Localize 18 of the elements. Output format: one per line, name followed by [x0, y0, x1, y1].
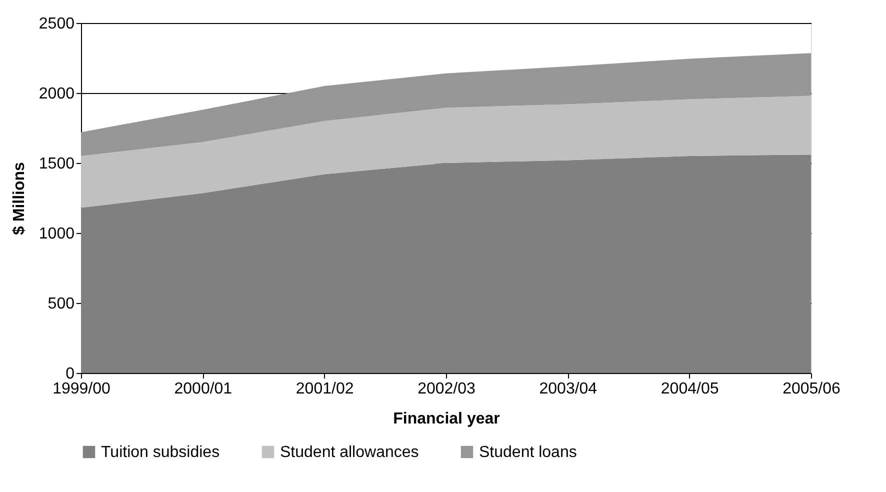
x-tick-label: 1999/00 — [52, 380, 111, 398]
x-axis-title: Financial year — [393, 410, 500, 428]
y-tick-label: 2000 — [38, 86, 75, 102]
legend-label: Tuition subsidies — [101, 444, 220, 461]
x-tick-label: 2001/02 — [296, 380, 354, 398]
legend-label: Student loans — [479, 444, 577, 461]
y-axis-title: $ Millions — [10, 162, 28, 235]
x-tick-label: 2003/04 — [539, 380, 598, 398]
y-tick-label: 1000 — [38, 226, 75, 242]
y-tick-label: 2500 — [38, 16, 75, 32]
y-tick-label: 0 — [66, 366, 75, 382]
y-tick-label: 1500 — [38, 156, 75, 172]
y-tick-label: 500 — [48, 296, 75, 312]
x-tick-label: 2004/05 — [660, 380, 719, 398]
x-tick-label: 2000/01 — [174, 380, 232, 398]
legend-label: Student allowances — [280, 444, 419, 461]
x-tick-label: 2005/06 — [782, 380, 841, 398]
x-tick-label: 2002/03 — [418, 380, 476, 398]
